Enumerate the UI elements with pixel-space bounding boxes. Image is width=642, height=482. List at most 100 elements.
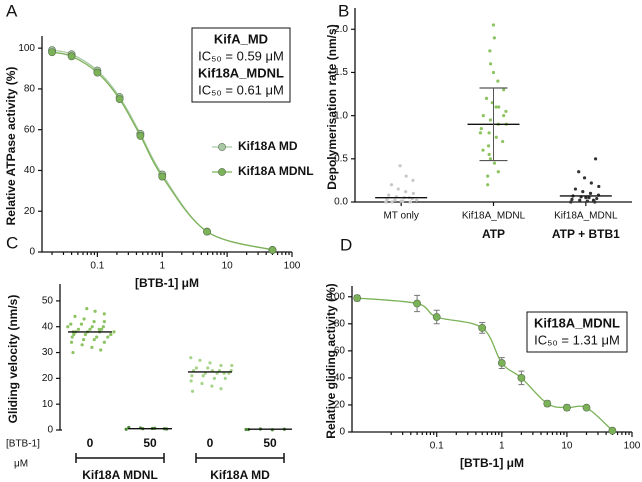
data-point [384, 200, 388, 204]
y-axis-label: Gliding velocity (nm/s) [6, 295, 20, 424]
x-tick-label: 1 [159, 261, 165, 272]
data-point [597, 184, 601, 189]
data-point [82, 317, 86, 321]
data-point [497, 105, 501, 109]
data-point [101, 325, 105, 329]
y-tick-label: 20 [42, 373, 54, 384]
y-tick-label: 60 [334, 345, 346, 356]
data-point [90, 325, 94, 329]
data-point [385, 197, 389, 202]
data-point [85, 307, 89, 311]
x-tick-label: Kif18A_MDNL [462, 211, 526, 222]
data-point [106, 335, 110, 339]
data-point [517, 374, 526, 382]
data-point [398, 164, 402, 168]
bracket [75, 453, 165, 463]
axis-line [59, 284, 62, 431]
data-point [208, 361, 212, 365]
data-point [589, 181, 593, 185]
y-tick-label: 0 [339, 427, 345, 438]
data-point [569, 200, 573, 204]
data-point [582, 403, 591, 412]
data-point [93, 68, 102, 77]
legend-label: Kif18A MD [238, 139, 298, 153]
data-point [112, 330, 116, 334]
data-point [585, 199, 589, 203]
data-point [79, 322, 84, 326]
x-tick-label: 0 [207, 436, 214, 450]
data-point [95, 335, 99, 339]
data-point [223, 376, 227, 380]
y-tick-label: 0 [29, 247, 35, 258]
data-point [494, 135, 498, 139]
data-point [488, 49, 492, 53]
data-point [99, 327, 104, 331]
x-tick-label: MT only [383, 211, 418, 222]
annotation: KifA_MD [214, 31, 268, 46]
data-point [212, 376, 216, 380]
y-tick-label: 20 [24, 206, 36, 217]
x-axis-label: [BTB-1] [6, 439, 40, 450]
data-point [608, 426, 617, 435]
data-point [83, 332, 87, 337]
y-tick-label: 100 [328, 291, 345, 302]
x-tick-label: 1 [499, 441, 505, 452]
data-point [48, 48, 56, 57]
bracket-label: Kif18A MDNL [82, 468, 158, 482]
x-tick-label: 10 [561, 441, 573, 452]
data-point [66, 325, 70, 329]
data-point [497, 359, 506, 367]
data-point [488, 118, 493, 122]
data-point [481, 114, 485, 118]
y-tick-label: 0.0 [334, 197, 348, 208]
data-point [577, 170, 581, 174]
x-tick-label: 0.1 [430, 441, 444, 452]
data-point [190, 389, 195, 393]
data-point [80, 343, 84, 347]
data-point [244, 427, 248, 432]
data-point [393, 198, 397, 202]
data-point [102, 340, 106, 344]
annotation-box [526, 311, 628, 353]
legend-label: Kif18A MDNL [238, 164, 314, 178]
data-point [76, 327, 81, 331]
data-point [432, 313, 441, 321]
data-point [408, 200, 412, 204]
data-point [562, 403, 571, 412]
annotation-box [191, 27, 291, 103]
data-point [478, 323, 487, 332]
data-point [230, 363, 234, 368]
y-tick-label: 40 [24, 165, 36, 176]
data-point [102, 312, 106, 316]
fit-line [357, 297, 613, 432]
data-point [200, 381, 204, 386]
data-point [90, 345, 94, 349]
data-point [219, 387, 223, 391]
panel-letter: A [6, 1, 18, 20]
data-point [203, 227, 211, 236]
y-tick-label: 40 [334, 373, 346, 384]
annotation: Kif18A_MDNL [534, 315, 620, 330]
data-point [194, 366, 198, 370]
group-label: ATP [482, 227, 505, 241]
x-axis-unit: μM [14, 459, 28, 470]
x-axis-label: [BTB-1] μM [460, 456, 524, 470]
data-point [496, 170, 500, 174]
data-point [404, 190, 408, 194]
data-point [479, 126, 483, 131]
data-point [69, 322, 73, 326]
x-tick-label: 50 [263, 436, 277, 450]
legend-marker [218, 143, 226, 151]
y-axis-label: Depolymerisation rate (nm/s) [325, 24, 339, 189]
panel-letter: D [340, 235, 352, 254]
y-axis-label: Relative gliding activity (%) [324, 283, 338, 438]
data-point [353, 294, 362, 303]
data-point [387, 193, 391, 197]
data-point [578, 198, 582, 202]
data-point [268, 246, 277, 254]
y-tick-label: 100 [18, 43, 35, 54]
y-tick-label: 30 [42, 347, 54, 358]
data-point [487, 131, 491, 135]
data-point [584, 196, 588, 200]
